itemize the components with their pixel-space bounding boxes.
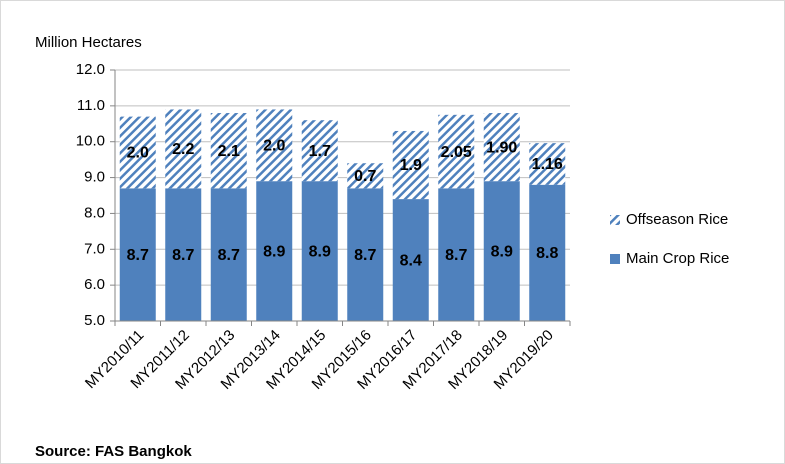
bar-segment (392, 199, 429, 321)
y-tick-label: 6.0 (84, 276, 105, 293)
data-label: 2.2 (172, 141, 194, 158)
y-tick-label: 9.0 (84, 169, 105, 186)
bar-segment (347, 188, 384, 321)
data-label: 8.9 (491, 243, 513, 260)
y-tick-label: 5.0 (84, 312, 105, 329)
y-tick-label: 7.0 (84, 240, 105, 257)
y-tick-label: 12.0 (76, 61, 105, 78)
source: Source: FAS Bangkok (35, 443, 192, 460)
bar-segment (301, 181, 338, 321)
data-label: 0.7 (354, 168, 376, 185)
legend-swatch (610, 254, 620, 264)
data-label: 8.9 (309, 243, 331, 260)
bar-segment (165, 188, 202, 321)
bar-segment (438, 114, 475, 189)
data-label: 8.9 (263, 243, 285, 260)
data-label: 1.16 (532, 156, 563, 173)
data-label: 2.1 (218, 143, 240, 160)
data-label: 1.90 (486, 139, 517, 156)
data-label: 8.7 (354, 247, 376, 264)
data-label: 8.7 (445, 247, 467, 264)
y-tick-label: 10.0 (76, 133, 105, 150)
y-axis-label: Million Hectares (35, 34, 142, 51)
bar-segment (392, 130, 429, 200)
bar-segment (438, 188, 475, 321)
bar-segment (483, 113, 520, 182)
legend-swatch (610, 215, 620, 225)
bar-segment (256, 181, 293, 321)
bar-segment (529, 184, 566, 321)
bar-segment (165, 109, 202, 189)
data-label: 1.7 (309, 143, 331, 160)
bar-segment (347, 163, 384, 189)
bar-segment (301, 120, 338, 182)
data-label: 1.9 (400, 157, 422, 174)
legend-label: Main Crop Rice (626, 250, 729, 267)
data-label: 2.0 (127, 145, 149, 162)
data-label: 8.8 (536, 245, 558, 262)
data-label: 2.0 (263, 138, 285, 155)
bar-segment (256, 109, 293, 182)
y-tick-label: 8.0 (84, 204, 105, 221)
data-label: 8.7 (127, 247, 149, 264)
bar-segment (119, 116, 156, 189)
bar-segment (119, 188, 156, 321)
data-label: 8.7 (172, 247, 194, 264)
bar-segment (210, 188, 247, 321)
bar-segment (529, 143, 566, 185)
bar-segment (483, 181, 520, 321)
data-label: 8.4 (400, 252, 422, 269)
legend-label: Offseason Rice (626, 211, 728, 228)
bar-segment (210, 113, 247, 189)
y-tick-label: 11.0 (77, 97, 105, 114)
data-label: 8.7 (218, 247, 240, 264)
data-label: 2.05 (441, 144, 472, 161)
